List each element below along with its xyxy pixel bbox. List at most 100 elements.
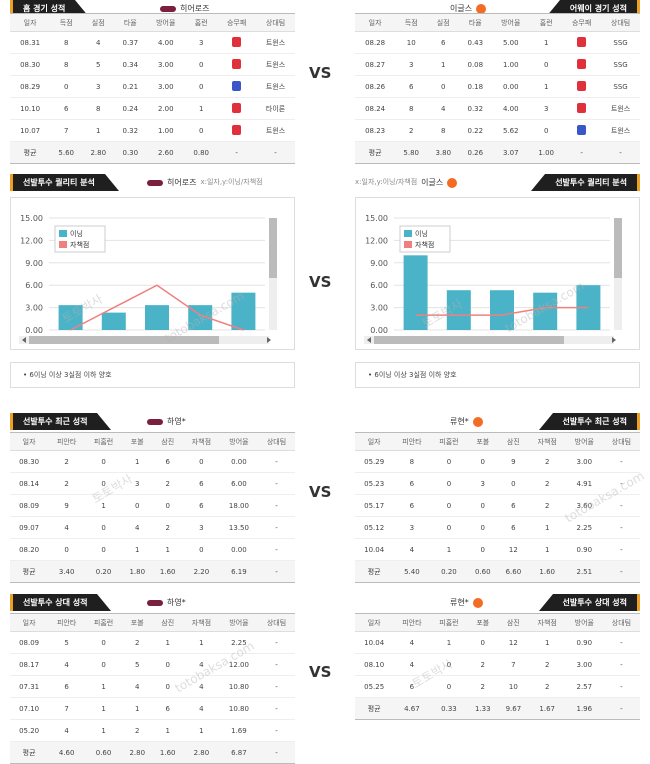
table-cell: 8 [82, 97, 115, 120]
average-cell: 1.60 [528, 560, 566, 583]
table-cell: 1 [430, 538, 468, 561]
table-cell: 7 [50, 119, 83, 142]
column-header: 피홈런 [85, 432, 123, 451]
table-cell: 2 [122, 631, 153, 654]
opponent-cell: SSG [601, 53, 640, 76]
average-cell: - [256, 141, 295, 164]
table-cell: 07.31 [10, 675, 49, 698]
column-header: 일자 [10, 432, 49, 451]
vs-label: VS [309, 483, 332, 501]
table-row: 08.30 8 5 0.34 3.00 0 트윈스 [10, 53, 295, 76]
average-cell: 6.19 [219, 560, 259, 583]
eagles-logo-icon [476, 3, 487, 14]
y-tick-label: 0.00 [370, 326, 388, 335]
table-row: 08.09 9 1 0 0 6 18.00- [10, 494, 295, 517]
average-cell: 1.67 [528, 697, 566, 720]
column-header: 홈런 [530, 13, 563, 32]
vertical-scrollbar-thumb[interactable] [614, 218, 622, 278]
table-cell: 2 [48, 450, 86, 473]
table-cell: 1 [530, 31, 563, 54]
quality-left-panel: 선발투수 퀄리티 분석 히어로즈 x:일자,y:이닝/자책점 15.00 12.0… [10, 174, 295, 389]
scroll-left-icon[interactable] [367, 337, 371, 343]
table-cell: 10.07 [10, 119, 51, 142]
column-header: 방어율 [565, 613, 603, 632]
table-row: 07.10 7 1 1 6 4 10.80- [10, 697, 295, 720]
average-cell: - [258, 560, 295, 583]
table-cell: 0 [467, 494, 499, 517]
average-cell: 3.40 [48, 560, 86, 583]
table-cell: 3.60 [565, 494, 603, 517]
table-cell: 07.10 [10, 697, 49, 720]
table-cell: - [258, 516, 295, 539]
average-row: 평균 3.40 0.20 1.80 1.60 2.20 6.19- [10, 560, 295, 583]
column-header: 승무패 [217, 13, 257, 32]
table-row: 08.17 4 0 5 0 4 12.00- [10, 653, 295, 676]
y-tick-label: 9.00 [370, 259, 388, 268]
horizontal-scrollbar-thumb[interactable] [29, 336, 219, 344]
table-cell: 8 [427, 119, 460, 142]
table-cell: 6 [393, 494, 431, 517]
table-cell: 09.07 [10, 516, 49, 539]
average-cell: - [602, 697, 640, 720]
table-cell: 2 [122, 719, 153, 742]
table-row: 08.31 8 4 0.37 4.00 3 트윈스 [10, 31, 295, 54]
table-cell: 05.17 [355, 494, 394, 517]
table-cell: - [258, 675, 295, 698]
table-cell: 08.26 [355, 75, 396, 98]
table-cell: - [258, 494, 295, 517]
scroll-right-icon[interactable] [612, 337, 616, 343]
table-cell: 4 [48, 719, 86, 742]
vertical-scrollbar-thumb[interactable] [269, 218, 277, 278]
table-cell: - [602, 631, 640, 654]
table-cell: 0.24 [114, 97, 147, 120]
table-cell: 4 [427, 97, 460, 120]
column-header: 자책점 [182, 613, 220, 632]
table-row: 05.12 3 0 0 6 1 2.25- [355, 516, 640, 539]
table-cell: 4 [393, 631, 431, 654]
pitcher-right-name: 류현* [450, 417, 469, 426]
table-cell: 05.12 [355, 516, 394, 539]
heroes-logo-icon [147, 179, 163, 186]
horizontal-scrollbar-thumb[interactable] [374, 336, 564, 344]
table-cell: 6 [182, 472, 220, 495]
away-games-title: 어웨이 경기 성적 [545, 0, 637, 17]
column-header: 피안타 [393, 432, 431, 451]
table-cell: 3 [182, 516, 220, 539]
table-cell: 3 [395, 53, 428, 76]
table-cell: 08.10 [355, 653, 394, 676]
table-cell: 4 [122, 675, 153, 698]
scroll-right-icon[interactable] [267, 337, 271, 343]
result-cell [562, 31, 602, 54]
table-cell: 0 [530, 119, 563, 142]
table-cell: 0.00 [219, 450, 259, 473]
average-cell: 0.20 [430, 560, 468, 583]
quality-left-team: 히어로즈 x:일자,y:이닝/자책점 [147, 174, 263, 191]
table-row: 09.07 4 0 4 2 3 13.50- [10, 516, 295, 539]
away-team-label: 이글스 [450, 0, 487, 17]
column-header: 피안타 [48, 432, 86, 451]
table-cell: 1 [122, 697, 153, 720]
result-cell [562, 119, 602, 142]
opponent-cell: SSG [601, 75, 640, 98]
scroll-left-icon[interactable] [22, 337, 26, 343]
away-games-panel: 이글스 어웨이 경기 성적 일자 득점 실점 타율 방어율 홈런 승무패 상대팀 08.28 10… [355, 0, 640, 164]
table-cell: - [602, 653, 640, 676]
table-row: 08.28 10 6 0.43 5.00 1 SSG [355, 31, 640, 54]
pitcher-recent-left-panel: 선발투수 최근 성적 하영* 일자 피안타 피홈런 포볼 삼진 자책점 방어율 상대팀 08.3… [10, 413, 295, 583]
eagles-logo-icon [447, 177, 458, 188]
y-tick-label: 3.00 [370, 304, 388, 313]
column-header: 방어율 [219, 432, 259, 451]
win-badge-icon [577, 102, 587, 113]
average-cell: 3.07 [491, 141, 531, 164]
table-cell: 2 [395, 119, 428, 142]
table-cell: 2 [528, 494, 566, 517]
table-row: 10.04 4 1 0 12 1 0.90- [355, 631, 640, 654]
section-accent [10, 0, 13, 17]
opponent-cell: 트윈스 [256, 53, 295, 76]
column-header: 포볼 [467, 613, 499, 632]
table-cell: 4 [182, 675, 220, 698]
vs-label: VS [309, 273, 332, 291]
table-cell: 2.57 [565, 675, 603, 698]
table-cell: 08.20 [10, 538, 49, 561]
table-cell: 08.29 [10, 75, 51, 98]
